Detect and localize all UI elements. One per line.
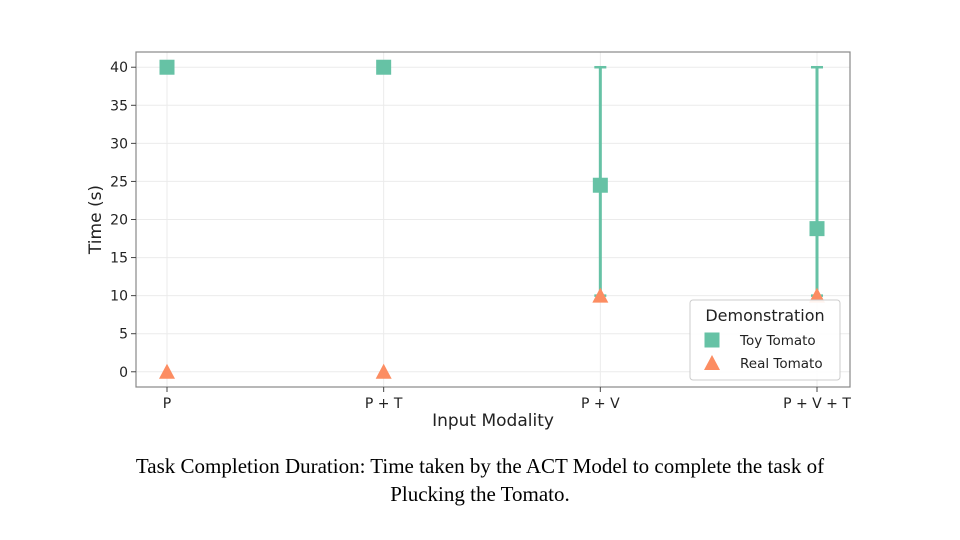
- data-point-real-tomato: [592, 287, 609, 303]
- y-tick-label: 0: [119, 365, 128, 381]
- x-tick-label: P + T: [365, 396, 403, 412]
- x-tick-label: P + V: [581, 396, 620, 412]
- legend-label: Toy Tomato: [739, 333, 816, 349]
- y-tick-label: 5: [119, 327, 128, 343]
- data-marks: [159, 59, 825, 379]
- y-axis-ticks: 0 5 10 15 20 25 30 35 40: [110, 60, 136, 381]
- y-tick-label: 25: [110, 174, 128, 190]
- x-axis-ticks: P P + T P + V P + V + T: [163, 387, 851, 412]
- data-point-real-tomato: [375, 363, 392, 379]
- y-tick-label: 15: [110, 251, 128, 267]
- data-point-real-tomato: [809, 287, 825, 303]
- y-tick-label: 20: [110, 213, 128, 229]
- y-tick-label: 10: [110, 289, 128, 305]
- legend-items: Toy Tomato Real Tomato: [704, 332, 823, 372]
- legend-marker-toy-tomato: [704, 332, 720, 348]
- figure-caption: Task Completion Duration: Time taken by …: [60, 452, 900, 508]
- legend-title: Demonstration: [705, 306, 824, 325]
- caption-line-2: Plucking the Tomato.: [390, 482, 570, 506]
- legend-marker-real-tomato: [704, 355, 720, 370]
- x-tick-label: P + V + T: [783, 396, 851, 412]
- y-axis-label: Time (s): [86, 185, 106, 255]
- y-tick-label: 40: [110, 60, 128, 76]
- chart: 0 5 10 15 20 25 30 35 40 P P + T P + V P + V + T Ti…: [86, 51, 851, 431]
- x-tick-label: P: [163, 396, 171, 412]
- data-point-toy-tomato: [376, 59, 392, 75]
- x-axis-label: Input Modality: [432, 411, 554, 431]
- data-point-real-tomato: [159, 363, 175, 379]
- data-point-toy-tomato: [592, 177, 608, 193]
- y-tick-label: 35: [110, 98, 128, 114]
- legend-box: [689, 299, 841, 381]
- data-point-toy-tomato: [809, 221, 825, 237]
- legend-label: Real Tomato: [740, 356, 823, 372]
- caption-line-1: Task Completion Duration: Time taken by …: [135, 454, 825, 478]
- data-point-toy-tomato: [159, 59, 175, 75]
- legend: Demonstration Toy Tomato Real Tomato: [689, 299, 841, 381]
- y-tick-label: 30: [110, 136, 128, 152]
